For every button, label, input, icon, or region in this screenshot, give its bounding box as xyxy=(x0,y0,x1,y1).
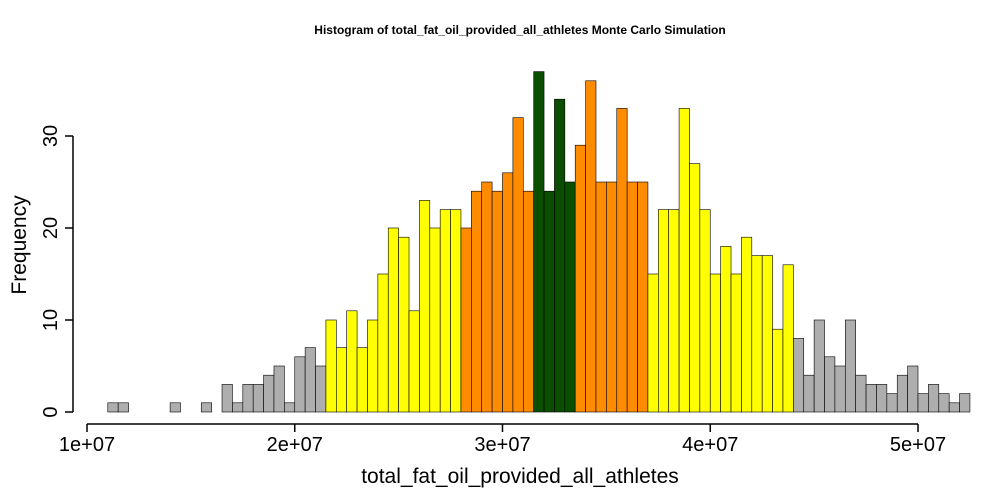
x-tick-label: 2e+07 xyxy=(267,434,323,456)
histogram-bar xyxy=(450,209,462,413)
chart-title: Histogram of total_fat_oil_provided_all_… xyxy=(314,23,725,37)
histogram-bar xyxy=(367,319,379,413)
histogram-bar xyxy=(803,374,815,413)
y-tick-label: 30 xyxy=(40,125,62,147)
histogram-bar xyxy=(252,384,264,413)
histogram-bar xyxy=(554,98,566,413)
histogram-bar xyxy=(678,108,690,413)
histogram-bar xyxy=(616,108,628,413)
histogram-bar xyxy=(574,144,586,413)
histogram-bar xyxy=(917,393,929,413)
histogram-bar xyxy=(896,374,908,413)
histogram-bar xyxy=(398,236,410,413)
histogram-bar xyxy=(938,393,950,413)
x-tick-label: 1e+07 xyxy=(59,434,115,456)
histogram-bar xyxy=(242,384,254,413)
x-axis-label: total_fat_oil_provided_all_athletes xyxy=(361,465,679,488)
histogram-bar xyxy=(772,328,784,413)
x-tick-label: 4e+07 xyxy=(682,434,738,456)
histogram-bar xyxy=(720,246,732,413)
histogram-bar xyxy=(200,402,212,413)
histogram-bar xyxy=(335,347,347,413)
histogram-bar xyxy=(876,384,888,413)
histogram-bar xyxy=(730,273,742,413)
y-tick-label: 20 xyxy=(40,217,62,239)
histogram-bar xyxy=(107,402,119,413)
histogram-bar xyxy=(689,163,701,413)
histogram-bar xyxy=(533,71,545,413)
y-tick-label: 0 xyxy=(40,406,62,417)
histogram-bar xyxy=(959,393,971,413)
histogram-bar xyxy=(232,402,244,413)
histogram-bar xyxy=(782,264,794,413)
histogram-bar xyxy=(429,227,441,413)
histogram-bar xyxy=(907,365,919,413)
x-tick-label: 5e+07 xyxy=(890,434,946,456)
histogram-bar xyxy=(356,347,368,413)
histogram-bar xyxy=(647,273,659,413)
histogram-bar xyxy=(761,255,773,413)
histogram-bar xyxy=(221,384,233,413)
histogram-bar xyxy=(169,402,181,413)
histogram-bar xyxy=(117,402,129,413)
histogram-bar xyxy=(263,374,275,413)
y-axis-label: Frequency xyxy=(8,195,31,295)
histogram-bar xyxy=(886,393,898,413)
histogram-bar xyxy=(460,227,472,413)
histogram-bar xyxy=(844,319,856,413)
histogram-bar xyxy=(637,181,649,413)
histogram-bar xyxy=(471,190,483,413)
histogram-bar xyxy=(813,319,825,413)
bars-group xyxy=(107,71,971,413)
histogram-bar xyxy=(855,374,867,413)
x-axis: 1e+07 2e+07 3e+07 4e+07 5e+07 xyxy=(59,423,946,456)
histogram-bar xyxy=(315,365,327,413)
x-tick-label: 3e+07 xyxy=(474,434,530,456)
histogram-bar xyxy=(709,273,721,413)
histogram-bar xyxy=(522,190,534,413)
histogram-bar xyxy=(751,255,763,413)
histogram-bar xyxy=(626,181,638,413)
histogram-bar xyxy=(325,319,337,413)
histogram-bar xyxy=(543,190,555,413)
histogram-bar xyxy=(595,181,607,413)
histogram-bar xyxy=(408,310,420,413)
histogram-bar xyxy=(928,384,940,413)
histogram-bar xyxy=(284,402,296,413)
histogram-bar xyxy=(304,347,316,413)
histogram-bar xyxy=(948,402,960,413)
histogram-bar xyxy=(512,117,524,413)
histogram-bar xyxy=(346,310,358,413)
histogram-bar xyxy=(668,209,680,413)
histogram-bar xyxy=(564,181,576,413)
histogram-bar xyxy=(865,384,877,413)
histogram-bar xyxy=(491,190,503,413)
histogram-bar xyxy=(741,236,753,413)
y-tick-label: 10 xyxy=(40,309,62,331)
histogram-bar xyxy=(377,273,389,413)
histogram-bar xyxy=(481,181,493,413)
histogram-bar xyxy=(294,356,306,413)
histogram-bar xyxy=(699,209,711,413)
histogram-bar xyxy=(439,209,451,413)
histogram-bar xyxy=(658,209,669,413)
histogram-bar xyxy=(387,227,399,413)
histogram-bar xyxy=(793,338,805,413)
histogram-bar xyxy=(824,356,836,413)
histogram-bar xyxy=(273,365,285,413)
histogram-bar xyxy=(502,172,514,413)
histogram-bar xyxy=(606,181,618,413)
y-axis: 0 10 20 30 xyxy=(40,125,74,418)
histogram-bar xyxy=(419,200,431,413)
histogram-bar xyxy=(585,80,597,413)
histogram-bar xyxy=(834,365,846,413)
